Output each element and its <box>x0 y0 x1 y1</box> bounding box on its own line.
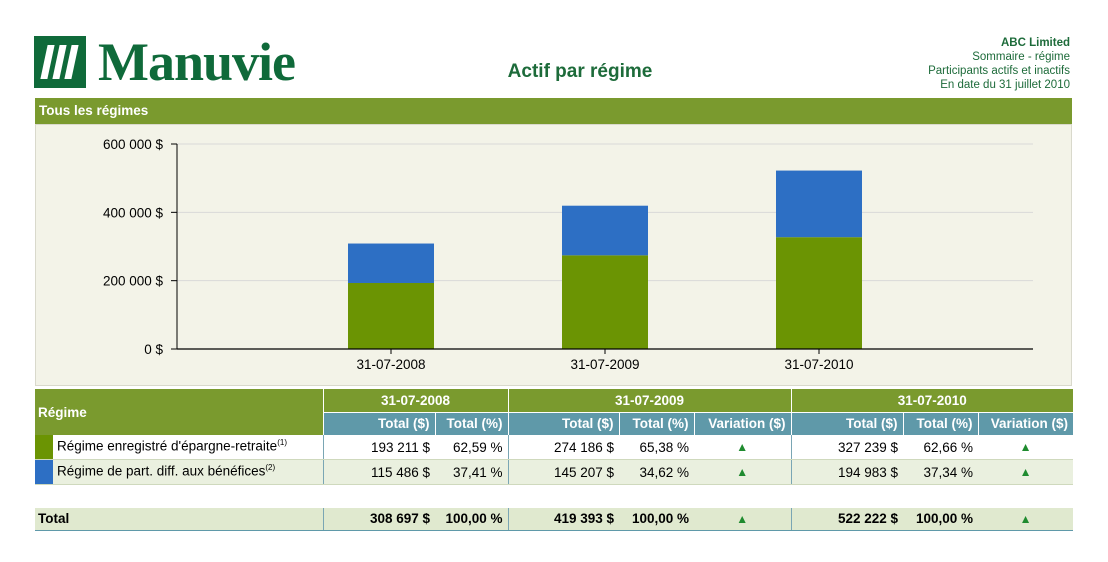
rpdb-color-swatch <box>35 460 53 484</box>
bar-rpdb-2 <box>776 170 862 238</box>
up-arrow-icon: ▲ <box>694 459 791 485</box>
reer-total-2008: 193 211 $ <box>322 435 435 460</box>
reer-total-2010: 327 239 $ <box>790 435 903 460</box>
footnote-2: (2) <box>265 463 276 473</box>
total-2010: 522 222 $ <box>790 507 903 531</box>
bar-rpdb-1 <box>562 205 648 256</box>
manuvie-logo: Manuvie <box>34 32 296 92</box>
table-row-total: Total 308 697 $ 100,00 % 419 393 $ 100,0… <box>35 507 1074 531</box>
date-header-2008: 31-07-2008 <box>322 389 508 412</box>
col-total-2010: Total ($) <box>790 411 903 435</box>
total-2009: 419 393 $ <box>507 507 619 531</box>
info-line-participants: Participants actifs et inactifs <box>928 65 1070 77</box>
reer-name: Régime enregistré d'épargne-retraite <box>57 438 278 454</box>
bar-reer-1 <box>562 255 648 349</box>
company-name: ABC Limited <box>1001 37 1070 49</box>
col-var-2009: Variation ($) <box>693 411 791 435</box>
up-arrow-icon: ▲ <box>694 507 791 531</box>
total-2008: 308 697 $ <box>322 507 435 531</box>
rpdb-pct-2009: 34,62 % <box>619 459 694 485</box>
y-tick-label: 600 000 $ <box>103 137 164 152</box>
manuvie-logo-icon <box>34 36 86 88</box>
y-tick-label: 400 000 $ <box>103 205 164 220</box>
reer-pct-2010: 62,66 % <box>903 435 978 460</box>
col-pct-2008: Total (%) <box>434 411 508 435</box>
bar-rpdb-0 <box>348 243 434 283</box>
col-total-2008: Total ($) <box>322 411 435 435</box>
rpdb-pct-2010: 37,34 % <box>903 459 978 485</box>
rpdb-name: Régime de part. diff. aux bénéfices <box>57 463 266 479</box>
up-arrow-icon: ▲ <box>978 507 1074 531</box>
table-header-dates: Régime 31-07-2008 31-07-2009 31-07-2010 <box>35 389 1074 435</box>
reer-color-swatch <box>35 435 53 459</box>
up-arrow-icon: ▲ <box>694 435 791 460</box>
x-tick-label: 31-07-2010 <box>784 357 853 372</box>
date-header-2009: 31-07-2009 <box>507 389 791 412</box>
table-spacer <box>35 484 1074 508</box>
row-label: Régime de part. diff. aux bénéfices(2) <box>35 459 323 485</box>
table-header-columns: Total ($) Total (%) Total ($) Total (%) … <box>35 411 1074 435</box>
stacked-bar-chart: 0 $ 200 000 $ 400 000 $ 600 000 $ 31-07-2008… <box>103 137 1033 372</box>
up-arrow-icon: ▲ <box>978 435 1074 460</box>
col-var-2010: Variation ($) <box>977 411 1074 435</box>
table-row-rpdb: Régime de part. diff. aux bénéfices(2) 1… <box>35 459 1074 485</box>
date-header-2010: 31-07-2010 <box>790 389 1074 412</box>
report-info: ABC Limited Sommaire - régime Participan… <box>928 36 1070 92</box>
table-row-reer: Régime enregistré d'épargne-retraite(1) … <box>35 435 1074 460</box>
rpdb-pct-2008: 37,41 % <box>435 459 508 485</box>
total-pct-2009: 100,00 % <box>619 507 694 531</box>
x-tick-label: 31-07-2008 <box>356 357 425 372</box>
info-line-date: En date du 31 juillet 2010 <box>940 79 1070 91</box>
section-header: Tous les régimes <box>35 98 1072 124</box>
reer-pct-2008: 62,59 % <box>435 435 508 460</box>
total-pct-2008: 100,00 % <box>435 507 508 531</box>
col-pct-2010: Total (%) <box>902 411 978 435</box>
assets-table: Régime 31-07-2008 31-07-2009 31-07-2010 … <box>35 389 1074 531</box>
regime-header: Régime <box>35 389 323 435</box>
col-pct-2009: Total (%) <box>618 411 694 435</box>
col-total-2009: Total ($) <box>507 411 619 435</box>
y-tick-label: 200 000 $ <box>103 274 164 289</box>
y-tick-label: 0 $ <box>144 342 163 357</box>
page-title: Actif par régime <box>507 61 653 82</box>
rpdb-total-2009: 145 207 $ <box>507 459 619 485</box>
footnote-1: (1) <box>277 438 287 448</box>
total-label: Total <box>35 507 323 531</box>
up-arrow-icon: ▲ <box>978 459 1074 485</box>
info-line-summary: Sommaire - régime <box>972 51 1070 63</box>
total-pct-2010: 100,00 % <box>903 507 978 531</box>
rpdb-total-2008: 115 486 $ <box>322 459 435 485</box>
x-tick-label: 31-07-2009 <box>570 357 639 372</box>
reer-pct-2009: 65,38 % <box>619 435 694 460</box>
chart-panel: 0 $ 200 000 $ 400 000 $ 600 000 $ 31-07-2008… <box>35 124 1072 386</box>
rpdb-total-2010: 194 983 $ <box>790 459 903 485</box>
bar-reer-0 <box>348 282 434 349</box>
row-label: Régime enregistré d'épargne-retraite(1) <box>35 435 323 460</box>
reer-total-2009: 274 186 $ <box>507 435 619 460</box>
logo-text: Manuvie <box>98 32 296 92</box>
bar-reer-2 <box>776 237 862 349</box>
